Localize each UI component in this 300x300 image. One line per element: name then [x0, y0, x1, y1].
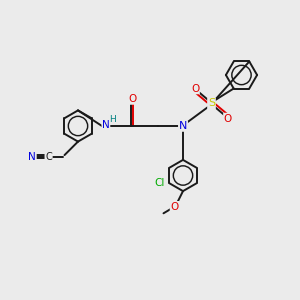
Text: O: O [170, 202, 179, 212]
Text: O: O [224, 113, 232, 124]
Text: N: N [28, 152, 36, 162]
Text: O: O [191, 83, 199, 94]
Text: N: N [102, 120, 110, 130]
Text: Cl: Cl [154, 178, 165, 188]
Text: N: N [179, 121, 187, 131]
Text: H: H [109, 116, 116, 124]
Text: O: O [128, 94, 136, 104]
Text: C: C [45, 152, 52, 162]
Text: S: S [208, 98, 215, 109]
